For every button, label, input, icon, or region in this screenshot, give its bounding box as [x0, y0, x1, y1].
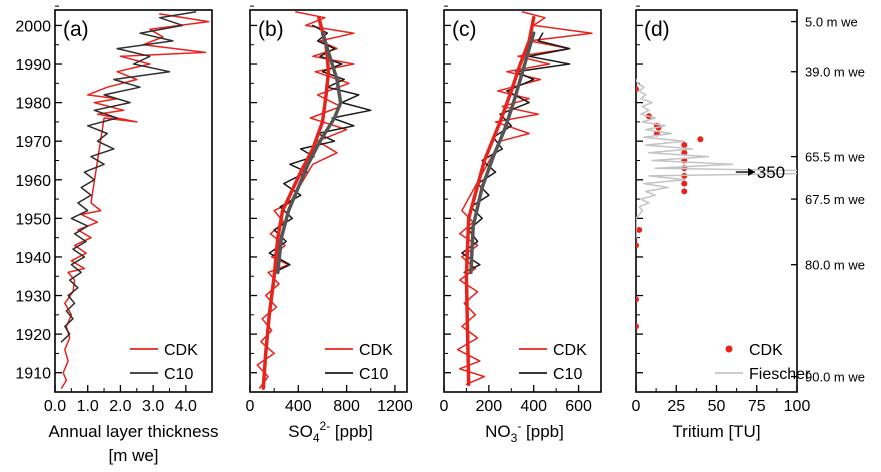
plot-area-panel-2 [256, 11, 372, 390]
legend-label-fiescher: Fiescher [749, 366, 811, 383]
annotation-value: 350 [757, 163, 785, 182]
legend-label-c10: C10 [164, 366, 193, 383]
series-line-c10-smooth [469, 31, 536, 275]
series-line-cdk [60, 13, 210, 389]
x-tick-label: 0 [246, 398, 255, 415]
x-tick-label: 1.0 [77, 398, 99, 415]
y-tick-label: 1930 [15, 289, 51, 306]
x-axis-label: Tritium [TU] [672, 422, 760, 441]
data-point-cdk [636, 242, 639, 249]
data-point-cdk [681, 142, 688, 149]
x-axis-label: Annual layer thickness [48, 422, 218, 441]
plot-area-panel-3 [456, 11, 593, 387]
data-point-cdk [681, 188, 688, 195]
y-tick-label: 1950 [15, 211, 51, 228]
legend-label-cdk: CDK [164, 342, 198, 359]
data-point-cdk [636, 323, 639, 330]
y-tick-label: 1990 [15, 57, 51, 74]
legend-swatch-cdk [725, 345, 733, 353]
legend-label-cdk: CDK [553, 342, 587, 359]
y-tick-label: 1910 [15, 366, 51, 383]
x-tick-label: 800 [333, 398, 360, 415]
series-line-c10 [461, 32, 571, 274]
axes-frame-panel-3 [443, 9, 602, 393]
x-tick-label: 0 [632, 398, 641, 415]
plot-area-panel-1 [60, 11, 210, 389]
x-tick-label: 100 [784, 398, 811, 415]
x-axis-label: NO3- [ppb] [485, 419, 564, 445]
depth-label: 67.5 m we [805, 192, 865, 207]
depth-label: 39.0 m we [805, 65, 865, 80]
y-tick-label: 1970 [15, 134, 51, 151]
x-tick-label: 0.0 [44, 398, 66, 415]
plot-area-panel-4 [636, 78, 797, 330]
series-line-cdk [256, 11, 355, 389]
panel-label: (a) [63, 18, 89, 41]
depth-label: 80.0 m we [805, 258, 865, 273]
y-tick-label: 1920 [15, 327, 51, 344]
axes-frame-panel-1 [54, 9, 213, 393]
x-axis-label: SO42- [ppb] [288, 419, 372, 445]
series-line-c10 [60, 11, 197, 343]
legend-label-cdk: CDK [749, 342, 783, 359]
series-line-c10 [268, 24, 372, 274]
annotation-arrow-head [748, 168, 756, 177]
y-tick-label: 1980 [15, 96, 51, 113]
series-line-cdk-smooth [261, 15, 331, 390]
series-line-cdk-smooth [464, 15, 536, 387]
x-tick-label: 600 [565, 398, 592, 415]
panel-label: (c) [452, 18, 477, 41]
legend-label-c10: C10 [359, 366, 388, 383]
data-point-cdk [636, 296, 639, 303]
depth-label: 65.5 m we [805, 150, 865, 165]
x-tick-label: 25 [667, 398, 685, 415]
series-line-fiescher [636, 78, 797, 239]
x-tick-label: 75 [748, 398, 766, 415]
x-tick-label: 3.0 [142, 398, 164, 415]
series-line-c10-smooth [276, 31, 343, 275]
y-tick-label: 1940 [15, 250, 51, 267]
x-tick-label: 400 [520, 398, 547, 415]
panel-label: (d) [644, 18, 670, 41]
legend-label-c10: C10 [553, 366, 582, 383]
data-point-cdk [636, 226, 643, 233]
y-tick-label: 2000 [15, 18, 51, 35]
legend-label-cdk: CDK [359, 342, 393, 359]
data-point-cdk [636, 86, 639, 93]
depth-label: 90.0 m we [805, 370, 865, 385]
data-point-cdk [697, 136, 704, 143]
x-tick-label: 1200 [377, 398, 413, 415]
x-tick-label: 50 [708, 398, 726, 415]
panel-label: (b) [258, 18, 284, 41]
x-tick-label: 400 [285, 398, 312, 415]
depth-label: 5.0 m we [805, 15, 858, 30]
x-tick-label: 0 [440, 398, 449, 415]
x-tick-label: 200 [476, 398, 503, 415]
x-axis-label-line2: [m we] [108, 446, 158, 465]
data-point-cdk [681, 180, 688, 187]
x-tick-label: 2.0 [109, 398, 131, 415]
axes-frame-panel-4 [635, 9, 798, 393]
x-tick-label: 4.0 [175, 398, 197, 415]
y-tick-label: 1960 [15, 173, 51, 190]
axes-frame-panel-2 [249, 9, 408, 393]
